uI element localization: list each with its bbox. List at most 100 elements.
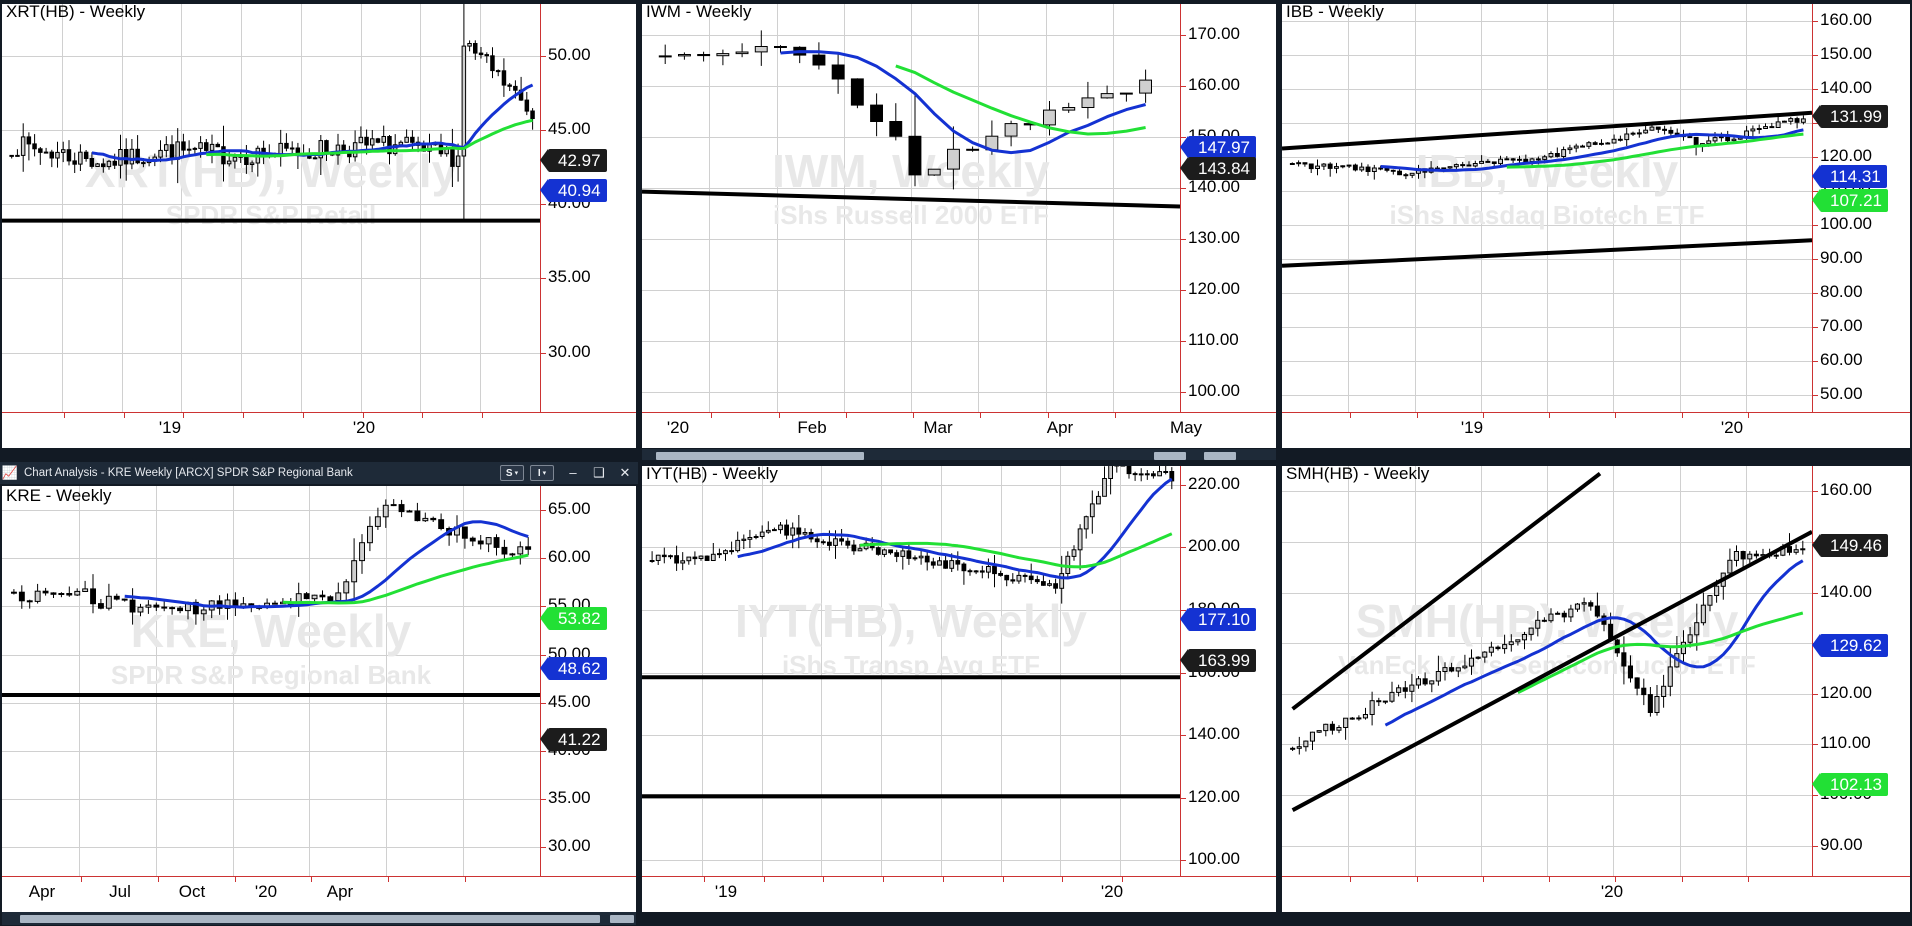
- ma-blue-flag[interactable]: 147.97: [1180, 136, 1256, 159]
- gridline-vertical: [1481, 466, 1482, 876]
- gridline-horizontal: [642, 860, 1180, 861]
- price-tick: [1180, 188, 1186, 189]
- gridline-vertical: [386, 486, 387, 876]
- panel-title-iwm: IWM - Weekly: [646, 2, 752, 21]
- price-axis-kre[interactable]: 65.0060.0055.0050.0045.0040.0035.0030.00…: [540, 486, 636, 876]
- close-button[interactable]: ✕: [619, 465, 631, 480]
- time-tick: [158, 876, 159, 882]
- hscrollbar-pager-right-iwm[interactable]: [1204, 452, 1236, 460]
- price-tick-label: 220.00: [1188, 474, 1240, 493]
- price-tick: [540, 655, 546, 656]
- gridline-vertical: [1613, 466, 1614, 876]
- price-flag-value: 143.84: [1198, 159, 1250, 178]
- gridline-vertical: [821, 466, 822, 876]
- hscrollbar-iwm[interactable]: [642, 449, 1276, 460]
- hscrollbar-thumb-kre[interactable]: [20, 915, 600, 923]
- last-price-flag[interactable]: 131.99: [1812, 105, 1888, 128]
- price-tick: [1812, 293, 1818, 294]
- ma-green-flag[interactable]: 102.13: [1812, 773, 1888, 796]
- last-price-flag[interactable]: 41.22: [540, 728, 607, 751]
- time-axis-ibb[interactable]: '19 '20: [1282, 412, 1910, 448]
- time-axis-smh[interactable]: '20: [1282, 876, 1910, 912]
- panel-iyt[interactable]: IYT(HB), Weekly iShs Transp Avg ETF IYT(…: [640, 462, 1278, 926]
- panel-iwm[interactable]: IWM, Weekly iShs Russell 2000 ETF IWM - …: [640, 0, 1278, 460]
- price-tick-label: 60.00: [1820, 350, 1863, 369]
- price-tick-label: 130.00: [1188, 228, 1240, 247]
- time-axis-iwm[interactable]: '20FebMarAprMayJun: [642, 412, 1276, 448]
- trendline-1[interactable]: [1291, 472, 1602, 711]
- gridline-vertical: [1415, 466, 1416, 876]
- price-tick-label: 120.00: [1188, 787, 1240, 806]
- ma-fast-line: [91, 83, 534, 162]
- chart-plot-ibb[interactable]: IBB, Weekly iShs Nasdaq Biotech ETF: [1282, 4, 1812, 412]
- panel-xrt[interactable]: XRT(HB), Weekly SPDR S&P Retail XRT(HB) …: [0, 0, 638, 460]
- gridline-horizontal: [642, 610, 1180, 611]
- gridline-vertical: [301, 4, 302, 412]
- interval-dropdown-button[interactable]: I ▾: [530, 465, 554, 481]
- time-tick: [303, 412, 304, 418]
- style-dropdown-button[interactable]: S ▾: [500, 465, 524, 481]
- price-axis-ibb[interactable]: 160.00150.00140.00130.00120.00110.00100.…: [1812, 4, 1910, 412]
- last-price-flag[interactable]: 163.99: [1180, 649, 1256, 672]
- last-price-flag[interactable]: 42.97: [540, 149, 607, 172]
- price-tick: [1812, 55, 1818, 56]
- panel-smh[interactable]: SMH(HB), Weekly VanEck Vctrs Semiconduct…: [1280, 462, 1912, 926]
- price-axis-xrt[interactable]: 50.00 45.00 40.00 35.00 30.00 42.97 40.94: [540, 4, 636, 412]
- ma-slow-line: [859, 532, 1173, 569]
- trendline-2[interactable]: [1282, 238, 1812, 268]
- window-titlebar[interactable]: 📈 Chart Analysis - KRE Weekly [ARCX] SPD…: [0, 462, 638, 484]
- ma-green-flag[interactable]: 107.21: [1812, 189, 1888, 212]
- ma-blue-flag[interactable]: 177.10: [1180, 608, 1256, 631]
- time-axis-kre[interactable]: Apr Jul Oct '20 Apr: [2, 876, 636, 912]
- minimize-button[interactable]: –: [569, 465, 577, 480]
- gridline-vertical: [62, 4, 63, 412]
- time-tick: [482, 412, 483, 418]
- candlesticks: [9, 4, 535, 223]
- chart-plot-xrt[interactable]: XRT(HB), Weekly SPDR S&P Retail: [2, 4, 540, 412]
- ma-blue-flag[interactable]: 114.31: [1812, 165, 1887, 188]
- panel-kre-window[interactable]: 📈 Chart Analysis - KRE Weekly [ARCX] SPD…: [0, 462, 638, 926]
- price-axis-iyt[interactable]: 220.00200.00180.00160.00140.00120.00100.…: [1180, 466, 1276, 876]
- hscrollbar-pager-left-iwm[interactable]: [1154, 452, 1186, 460]
- time-tick: [1062, 876, 1063, 882]
- trendline-1[interactable]: [1282, 110, 1812, 151]
- gridline-horizontal: [2, 510, 540, 511]
- last-price-flag[interactable]: 143.84: [1180, 157, 1256, 180]
- chart-plot-kre[interactable]: KRE, Weekly SPDR S&P Regional Bank: [2, 486, 540, 876]
- trendline-1[interactable]: [642, 189, 1180, 209]
- panel-title-iyt: IYT(HB) - Weekly: [646, 464, 778, 483]
- time-axis-xrt[interactable]: '19 '20: [2, 412, 636, 448]
- price-tick: [1180, 860, 1186, 861]
- hscrollbar-thumb-iwm[interactable]: [656, 452, 864, 460]
- ma-blue-flag[interactable]: 48.62: [540, 657, 607, 680]
- panel-ibb[interactable]: IBB, Weekly iShs Nasdaq Biotech ETF IBB …: [1280, 0, 1912, 460]
- price-axis-smh[interactable]: 160.00150.00140.00130.00120.00110.00100.…: [1812, 466, 1910, 876]
- hscrollbar-pager-kre[interactable]: [610, 915, 634, 923]
- ma-slow-line: [1506, 132, 1804, 169]
- chart-plot-iwm[interactable]: IWM, Weekly iShs Russell 2000 ETF: [642, 4, 1180, 412]
- time-axis-line: [642, 876, 1276, 877]
- price-axis-iwm[interactable]: 170.00160.00150.00140.00130.00120.00110.…: [1180, 4, 1276, 412]
- gridline-horizontal: [642, 798, 1180, 799]
- time-axis-iyt[interactable]: '19 '20: [642, 876, 1276, 912]
- price-tick: [1812, 744, 1818, 745]
- maximize-button[interactable]: ❑: [593, 465, 605, 480]
- hscrollbar-kre[interactable]: [2, 912, 636, 925]
- candlesticks: [658, 30, 1153, 190]
- gridline-vertical: [1746, 4, 1747, 412]
- last-price-flag[interactable]: 149.46: [1812, 534, 1888, 557]
- gridline-horizontal: [2, 751, 540, 752]
- ma-blue-flag[interactable]: 129.62: [1812, 634, 1888, 657]
- chart-plot-iyt[interactable]: IYT(HB), Weekly iShs Transp Avg ETF: [642, 466, 1180, 876]
- price-tick: [1180, 290, 1186, 291]
- time-tick: [704, 876, 705, 882]
- trendline-2[interactable]: [1291, 530, 1812, 812]
- gridline-vertical: [1348, 4, 1349, 412]
- ma-slow-line: [282, 553, 529, 605]
- ma-green-flag[interactable]: 53.82: [540, 607, 607, 630]
- gridline-vertical: [1481, 4, 1482, 412]
- price-tick: [1812, 89, 1818, 90]
- chart-plot-smh[interactable]: SMH(HB), Weekly VanEck Vctrs Semiconduct…: [1282, 466, 1812, 876]
- ma-blue-flag[interactable]: 40.94: [540, 179, 607, 202]
- gridline-horizontal: [2, 130, 540, 131]
